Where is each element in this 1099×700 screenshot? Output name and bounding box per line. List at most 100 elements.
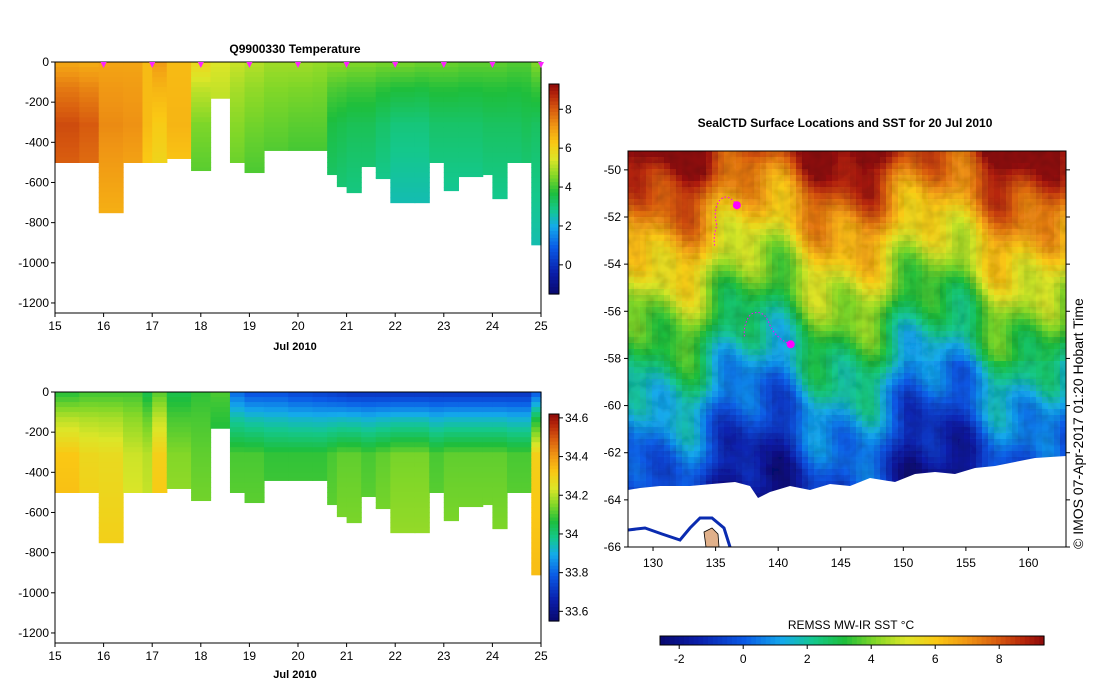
heatmap-cell <box>98 407 124 413</box>
sst-cell <box>850 349 857 356</box>
heatmap-cell <box>531 102 542 108</box>
colorbar-swatch <box>549 161 559 166</box>
heatmap-cell <box>361 487 377 493</box>
sst-cell <box>658 451 665 458</box>
sst-cell <box>742 163 749 170</box>
heatmap-cell <box>142 152 153 158</box>
sst-cell <box>754 391 761 398</box>
sst-cell <box>772 373 779 380</box>
heatmap-cell <box>361 162 377 168</box>
sst-cell <box>670 337 677 344</box>
heatmap-cell <box>123 157 144 163</box>
sst-cell <box>778 253 785 260</box>
heatmap-cell <box>375 162 391 169</box>
heatmap-cell <box>191 117 212 123</box>
sst-cell <box>646 229 653 236</box>
sst-cell <box>886 355 893 362</box>
sst-cell <box>754 259 761 266</box>
heatmap-cell <box>152 407 168 413</box>
sst-cell <box>646 463 653 470</box>
sst-cell <box>658 157 665 164</box>
sst-cell <box>898 253 905 260</box>
heatmap-cell <box>390 412 416 418</box>
sst-cell <box>766 331 773 338</box>
sst-cell <box>856 157 863 164</box>
sst-cell <box>898 397 905 404</box>
sst-cell <box>916 163 923 170</box>
heatmap-cell <box>79 112 100 118</box>
sst-cell <box>910 331 917 338</box>
sst-cell <box>838 391 845 398</box>
sst-cell <box>934 163 941 170</box>
sst-cell <box>682 169 689 176</box>
sst-cell <box>898 163 905 170</box>
sst-cell <box>808 331 815 338</box>
heatmap-cell <box>191 447 212 453</box>
sst-cell <box>910 403 917 410</box>
sst-cell <box>778 289 785 296</box>
heatmap-cell <box>263 427 289 433</box>
sst-cell <box>760 193 767 200</box>
sst-cell <box>700 151 707 158</box>
sst-cell <box>646 349 653 356</box>
sst-cell <box>796 355 803 362</box>
sst-cell <box>742 151 749 158</box>
sst-cell <box>808 181 815 188</box>
sst-cell <box>796 229 803 236</box>
sst-cell <box>784 397 791 404</box>
sst-cell <box>640 277 647 284</box>
sst-cell <box>664 331 671 338</box>
sst-cell <box>916 271 923 278</box>
sst-cell <box>652 469 659 476</box>
sst-cell <box>760 253 767 260</box>
heatmap-cell <box>327 437 338 443</box>
sst-cell <box>790 439 797 446</box>
heatmap-cell <box>521 152 532 158</box>
sst-cell <box>724 163 731 170</box>
sst-cell <box>838 157 845 164</box>
sst-cell <box>784 337 791 344</box>
sst-cell <box>832 223 839 230</box>
heatmap-cell <box>346 482 362 488</box>
sst-cell <box>652 313 659 320</box>
heatmap-cell <box>429 152 445 158</box>
sst-cell <box>676 253 683 260</box>
sst-cell <box>802 295 809 302</box>
sst-cell <box>754 193 761 200</box>
sst-cell <box>802 379 809 386</box>
sst-cell <box>922 331 929 338</box>
heatmap-cell <box>327 117 338 123</box>
heatmap-cell <box>482 147 493 153</box>
sst-cell <box>682 181 689 188</box>
heatmap-cell <box>414 412 430 418</box>
sst-cell <box>796 271 803 278</box>
heatmap-cell <box>492 117 508 123</box>
heatmap-cell <box>482 122 493 128</box>
salinity-x-label: Jul 2010 <box>273 669 316 681</box>
heatmap-cell <box>414 437 430 443</box>
heatmap-cell <box>361 482 377 488</box>
sst-cell <box>628 415 635 422</box>
sst-cell <box>892 361 899 368</box>
sst-cell <box>676 397 683 404</box>
colorbar-swatch <box>549 479 559 484</box>
sst-cell <box>742 367 749 374</box>
sst-cell <box>934 313 941 320</box>
heatmap-cell <box>98 187 124 194</box>
sst-cell <box>724 199 731 206</box>
heatmap-cell <box>429 132 445 138</box>
sst-cell <box>790 199 797 206</box>
sst-cell <box>700 265 707 272</box>
sst-cell <box>856 289 863 296</box>
heatmap-cell <box>123 62 144 68</box>
sst-cell <box>910 205 917 212</box>
heatmap-cell <box>191 497 212 502</box>
heatmap-cell <box>414 497 430 504</box>
sst-cell <box>820 307 827 314</box>
heatmap-cell <box>166 67 192 73</box>
sst-cell <box>784 235 791 242</box>
heatmap-cell <box>142 417 153 423</box>
sst-cell <box>682 427 689 434</box>
heatmap-cell <box>531 157 542 163</box>
sst-cell <box>916 247 923 254</box>
